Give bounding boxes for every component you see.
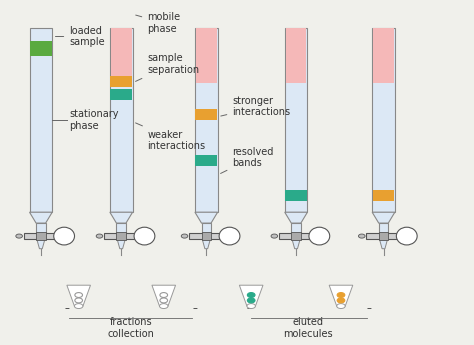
Bar — [366, 233, 401, 239]
Bar — [373, 28, 394, 83]
Ellipse shape — [358, 234, 365, 238]
Bar — [196, 28, 217, 83]
Text: mobile
phase: mobile phase — [136, 12, 180, 34]
Text: –: – — [64, 303, 69, 313]
Bar — [372, 28, 395, 212]
Polygon shape — [117, 239, 125, 249]
Polygon shape — [37, 239, 45, 249]
Text: fractions
collection: fractions collection — [107, 317, 154, 339]
Polygon shape — [202, 239, 210, 249]
Ellipse shape — [75, 293, 82, 297]
Ellipse shape — [247, 293, 255, 297]
Ellipse shape — [337, 298, 345, 303]
Text: stronger
interactions: stronger interactions — [221, 96, 291, 117]
Ellipse shape — [134, 227, 155, 245]
Bar — [373, 190, 394, 201]
Bar — [117, 223, 126, 236]
Ellipse shape — [74, 304, 83, 308]
Bar — [110, 28, 133, 212]
Bar — [201, 232, 211, 240]
Bar — [24, 233, 58, 239]
Bar — [379, 232, 388, 240]
Ellipse shape — [54, 227, 74, 245]
Bar — [285, 190, 307, 201]
Polygon shape — [152, 285, 175, 306]
Ellipse shape — [337, 293, 345, 297]
Polygon shape — [239, 285, 263, 306]
Ellipse shape — [247, 298, 255, 303]
Ellipse shape — [247, 304, 255, 308]
Bar — [104, 233, 138, 239]
Text: sample
separation: sample separation — [136, 53, 200, 81]
Text: eluted
molecules: eluted molecules — [283, 317, 333, 339]
Text: resolved
bands: resolved bands — [220, 147, 273, 174]
Polygon shape — [292, 239, 300, 249]
Bar — [292, 223, 301, 236]
Polygon shape — [195, 212, 218, 223]
Bar — [285, 28, 308, 212]
Ellipse shape — [159, 304, 168, 308]
Polygon shape — [285, 212, 308, 223]
Ellipse shape — [181, 234, 188, 238]
Bar — [111, 28, 132, 83]
Ellipse shape — [271, 234, 278, 238]
Bar — [110, 89, 132, 100]
Polygon shape — [110, 212, 133, 223]
Text: loaded
sample: loaded sample — [55, 26, 105, 47]
Bar — [110, 76, 132, 87]
Ellipse shape — [309, 227, 330, 245]
Bar — [379, 223, 388, 236]
Bar — [195, 109, 217, 120]
Polygon shape — [67, 285, 91, 306]
Bar — [36, 232, 46, 240]
Bar — [117, 232, 126, 240]
Polygon shape — [372, 212, 395, 223]
Text: –: – — [192, 303, 197, 313]
Bar — [29, 28, 52, 212]
Bar — [195, 28, 218, 212]
Bar — [30, 41, 52, 56]
Bar — [292, 232, 301, 240]
Bar — [201, 223, 211, 236]
Text: weaker
interactions: weaker interactions — [136, 123, 205, 151]
Ellipse shape — [337, 304, 345, 308]
Polygon shape — [380, 239, 388, 249]
Ellipse shape — [219, 227, 240, 245]
Text: stationary
phase: stationary phase — [69, 109, 118, 131]
Bar — [279, 233, 313, 239]
Polygon shape — [329, 285, 353, 306]
Bar — [36, 223, 46, 236]
Bar — [195, 155, 217, 166]
Ellipse shape — [96, 234, 103, 238]
Text: –: – — [367, 303, 372, 313]
Text: –: – — [246, 303, 251, 313]
Bar — [286, 28, 307, 83]
Ellipse shape — [396, 227, 417, 245]
Polygon shape — [29, 212, 52, 223]
Ellipse shape — [160, 293, 168, 297]
Ellipse shape — [75, 298, 82, 303]
Ellipse shape — [16, 234, 22, 238]
Bar — [189, 233, 223, 239]
Ellipse shape — [160, 298, 168, 303]
